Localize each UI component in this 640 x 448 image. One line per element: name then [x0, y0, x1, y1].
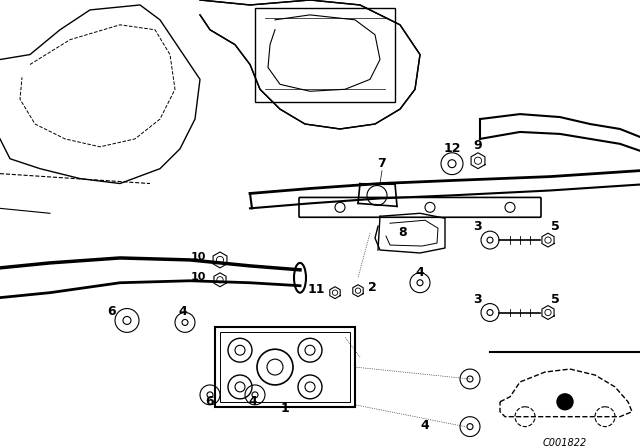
Bar [255, 8, 395, 102]
Text: 11: 11 [307, 283, 325, 296]
Text: 7: 7 [378, 157, 387, 170]
Text: 4: 4 [415, 266, 424, 279]
Text: 9: 9 [474, 139, 483, 152]
Text: 3: 3 [474, 293, 483, 306]
Text: 10: 10 [191, 252, 206, 262]
Text: 6: 6 [205, 395, 214, 408]
Text: 4: 4 [248, 395, 257, 408]
Circle shape [557, 394, 573, 410]
Text: 6: 6 [108, 306, 116, 319]
Bar [220, 332, 350, 402]
Text: C001822: C001822 [543, 439, 587, 448]
Text: 12: 12 [444, 142, 461, 155]
Text: 8: 8 [398, 226, 406, 239]
Text: 4: 4 [420, 418, 429, 431]
Text: 3: 3 [474, 220, 483, 233]
Text: 4: 4 [179, 306, 188, 319]
Bar [215, 327, 355, 407]
Text: 10: 10 [191, 272, 206, 282]
Text: 1: 1 [280, 402, 289, 415]
Text: 5: 5 [550, 293, 559, 306]
Text: 5: 5 [550, 220, 559, 233]
Text: 2: 2 [368, 281, 377, 294]
